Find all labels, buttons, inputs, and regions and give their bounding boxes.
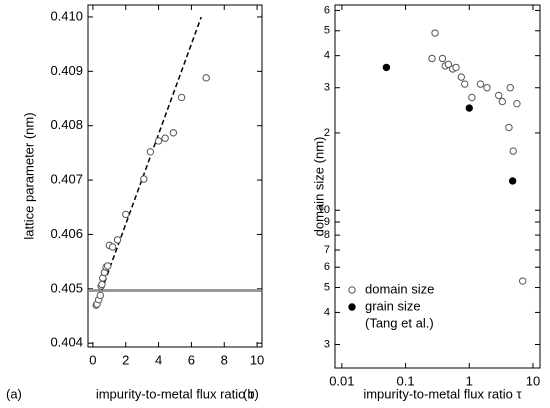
- x-tick-label: 2: [122, 352, 129, 367]
- data-point: [506, 84, 514, 92]
- plot-frame: [87, 4, 263, 348]
- y-tick-label: 6: [324, 261, 330, 273]
- y-tick-label: 3: [324, 338, 330, 350]
- data-point: [140, 175, 148, 183]
- y-tick-label: 4: [324, 306, 330, 318]
- data-point: [518, 277, 527, 285]
- data-point: [96, 291, 105, 300]
- y-tick-label: 7: [324, 244, 330, 256]
- y-tick-label: 3: [324, 82, 330, 94]
- legend-label: domain size: [365, 281, 434, 296]
- y-tick-label: 5: [324, 281, 330, 293]
- data-point: [382, 63, 391, 72]
- y-tick-label: 5: [324, 25, 330, 37]
- legend-marker: [348, 303, 356, 311]
- y-tick-label: 0.408: [50, 117, 83, 132]
- y-axis-label: domain size (nm): [311, 137, 326, 237]
- data-point: [452, 63, 460, 72]
- y-tick-label: 10: [318, 204, 330, 216]
- legend-label: grain size: [365, 298, 421, 313]
- legend-marker: [348, 286, 356, 294]
- x-tick-label: 0.1: [397, 373, 415, 388]
- y-tick-label: 0.409: [50, 63, 83, 78]
- data-point: [438, 54, 447, 63]
- data-point: [161, 134, 169, 142]
- data-point: [495, 91, 503, 100]
- data-point: [154, 137, 163, 145]
- x-tick-label: 6: [188, 352, 195, 367]
- data-point: [103, 262, 112, 270]
- x-tick-label: 0.01: [329, 373, 354, 388]
- data-point: [509, 147, 517, 155]
- panel-label: (a): [6, 386, 22, 401]
- data-point: [177, 93, 186, 102]
- y-tick-label: 9: [324, 216, 330, 228]
- data-point: [461, 80, 469, 88]
- y-tick-label: 2: [324, 127, 330, 139]
- data-point: [505, 123, 513, 132]
- fit-line: [95, 16, 202, 306]
- data-point: [465, 104, 473, 112]
- y-tick-label: 0.410: [50, 8, 83, 23]
- data-point: [169, 129, 178, 137]
- y-axis-label: lattice parameter (nm): [21, 112, 36, 239]
- data-point: [98, 280, 106, 289]
- data-point: [457, 73, 466, 81]
- data-point: [146, 148, 155, 156]
- data-point: [468, 93, 476, 102]
- legend-note: (Tang et al.): [365, 315, 434, 330]
- data-point: [498, 97, 506, 106]
- x-tick-label: 10: [250, 352, 264, 367]
- data-point: [122, 210, 130, 219]
- x-tick-label: 8: [221, 352, 228, 367]
- data-point: [476, 80, 485, 88]
- x-tick-label: 1: [466, 373, 473, 388]
- x-axis-label: impurity-to-metal flux ratio τ: [363, 386, 522, 401]
- data-point: [483, 84, 491, 92]
- y-tick-label: 0.406: [50, 226, 83, 241]
- panel-label: (b): [243, 386, 259, 401]
- data-point: [431, 29, 439, 37]
- data-point: [508, 177, 517, 185]
- data-point: [444, 60, 453, 69]
- data-point: [108, 243, 117, 251]
- y-tick-label: 0.407: [50, 172, 83, 187]
- x-tick-label: 4: [155, 352, 162, 367]
- data-point: [513, 99, 521, 108]
- data-point: [113, 236, 122, 244]
- data-point: [202, 74, 210, 82]
- y-tick-label: 0.405: [50, 280, 83, 295]
- y-tick-label: 8: [324, 229, 330, 241]
- x-axis-label: impurity-to-metal flux ratio τ: [96, 386, 255, 401]
- plot-frame: [334, 4, 541, 369]
- x-tick-label: 0: [89, 352, 96, 367]
- y-tick-label: 4: [324, 50, 330, 62]
- data-point: [428, 54, 436, 63]
- y-tick-label: 0.404: [50, 335, 83, 350]
- y-tick-label: 6: [324, 4, 330, 16]
- x-tick-label: 10: [526, 373, 540, 388]
